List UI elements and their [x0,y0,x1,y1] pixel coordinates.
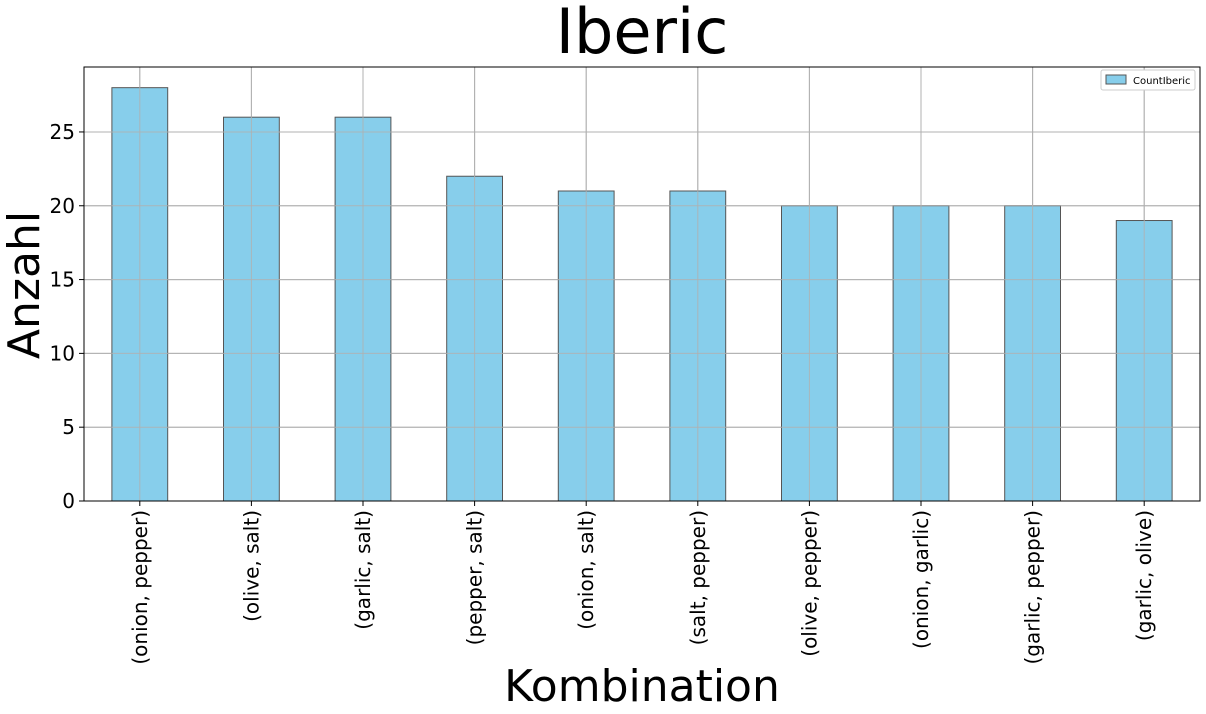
x-axis-label: Kombination [504,661,780,712]
x-tick-label: (garlic, olive) [1132,510,1156,641]
legend-swatch [1105,74,1127,85]
y-axis-ticks: 0 5 10 15 20 25 [50,120,84,513]
y-tick-label: 15 [50,268,75,292]
y-axis-label: Anzahl [0,211,50,359]
y-tick-label: 5 [62,415,75,439]
plot-frame [83,66,1201,502]
y-tick-label: 25 [50,120,75,144]
legend: CountIberic [1100,69,1196,91]
x-tick-label: (olive, pepper) [797,510,821,657]
bars [84,67,1200,502]
x-tick-label: (salt, pepper) [686,510,710,645]
legend-label: CountIberic [1133,76,1191,87]
x-tick-label: (pepper, salt) [463,510,487,645]
y-tick-label: 10 [50,341,75,365]
x-axis-ticks: (onion, pepper) (olive, salt) (garlic, sal… [128,501,1156,665]
y-tick-label: 0 [62,489,75,513]
x-tick-label: (onion, salt) [574,510,598,630]
x-tick-label: (garlic, salt) [351,510,375,630]
x-tick-label: (onion, pepper) [128,510,152,665]
x-tick-label: (garlic, pepper) [1021,510,1045,665]
y-tick-label: 20 [50,194,75,218]
x-tick-label: (onion, garlic) [909,510,933,649]
chart-title: Iberic [556,0,729,68]
axes [83,66,1201,502]
x-tick-label: (olive, salt) [239,510,263,622]
